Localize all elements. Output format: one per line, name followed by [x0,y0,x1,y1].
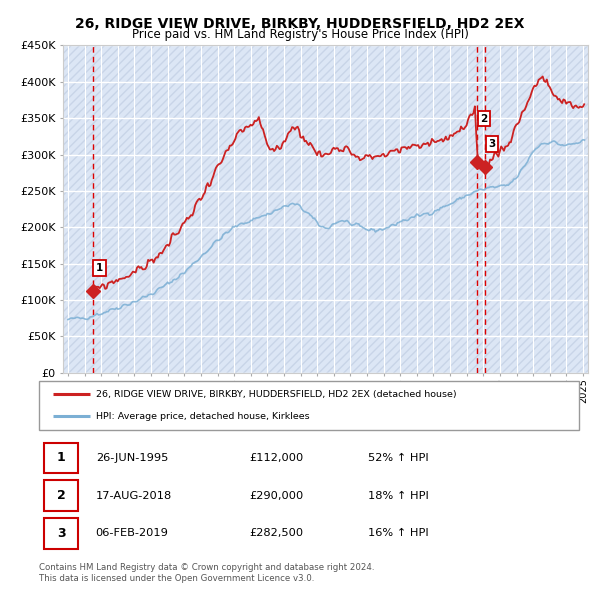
Text: This data is licensed under the Open Government Licence v3.0.: This data is licensed under the Open Gov… [39,573,314,583]
Text: 17-AUG-2018: 17-AUG-2018 [96,491,172,500]
Text: 3: 3 [488,139,496,149]
Text: 1: 1 [57,451,65,464]
Text: 18% ↑ HPI: 18% ↑ HPI [368,491,429,500]
Text: 52% ↑ HPI: 52% ↑ HPI [368,453,429,463]
Text: 06-FEB-2019: 06-FEB-2019 [96,529,169,538]
Text: 26-JUN-1995: 26-JUN-1995 [96,453,168,463]
Text: 2: 2 [481,114,488,124]
Text: 26, RIDGE VIEW DRIVE, BIRKBY, HUDDERSFIELD, HD2 2EX (detached house): 26, RIDGE VIEW DRIVE, BIRKBY, HUDDERSFIE… [96,390,457,399]
FancyBboxPatch shape [44,518,78,549]
Text: £112,000: £112,000 [250,453,304,463]
FancyBboxPatch shape [44,480,78,511]
FancyBboxPatch shape [39,381,579,430]
Text: HPI: Average price, detached house, Kirklees: HPI: Average price, detached house, Kirk… [96,412,310,421]
Text: £290,000: £290,000 [250,491,304,500]
Text: £282,500: £282,500 [250,529,304,538]
FancyBboxPatch shape [44,442,78,473]
Text: 2: 2 [57,489,65,502]
Text: 26, RIDGE VIEW DRIVE, BIRKBY, HUDDERSFIELD, HD2 2EX: 26, RIDGE VIEW DRIVE, BIRKBY, HUDDERSFIE… [75,17,525,31]
Text: 16% ↑ HPI: 16% ↑ HPI [368,529,429,538]
Text: Price paid vs. HM Land Registry's House Price Index (HPI): Price paid vs. HM Land Registry's House … [131,28,469,41]
Text: Contains HM Land Registry data © Crown copyright and database right 2024.: Contains HM Land Registry data © Crown c… [39,563,374,572]
Text: 1: 1 [96,263,103,273]
Text: 3: 3 [57,527,65,540]
